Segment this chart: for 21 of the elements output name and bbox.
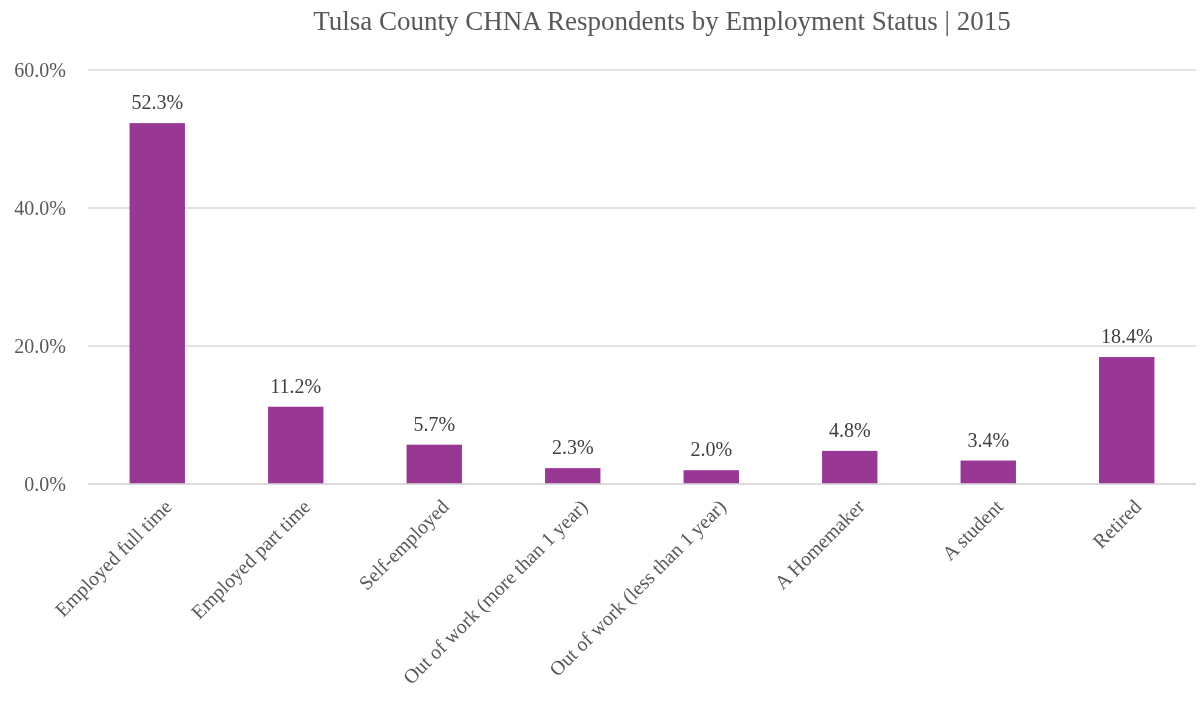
data-label: 2.0% xyxy=(690,438,733,461)
bar xyxy=(406,444,462,484)
bar xyxy=(1099,357,1155,484)
data-label: 2.3% xyxy=(551,436,594,459)
bar xyxy=(960,460,1016,484)
bar xyxy=(129,123,185,484)
bar xyxy=(683,470,739,484)
data-label: 4.8% xyxy=(828,418,871,441)
data-label: 11.2% xyxy=(270,374,322,397)
y-tick-label: 20.0% xyxy=(14,335,66,357)
data-label: 3.4% xyxy=(967,428,1010,451)
y-tick-label: 60.0% xyxy=(14,59,66,81)
chart-title: Tulsa County CHNA Respondents by Employment Status | 2015 xyxy=(313,6,1011,36)
data-label: 52.3% xyxy=(131,91,184,114)
data-label: 18.4% xyxy=(1100,325,1153,348)
bar xyxy=(545,468,601,484)
y-tick-label: 40.0% xyxy=(14,197,66,219)
data-label: 5.7% xyxy=(413,412,456,435)
y-tick-label: 0.0% xyxy=(24,473,66,495)
bar xyxy=(268,406,324,484)
bar xyxy=(822,450,878,484)
